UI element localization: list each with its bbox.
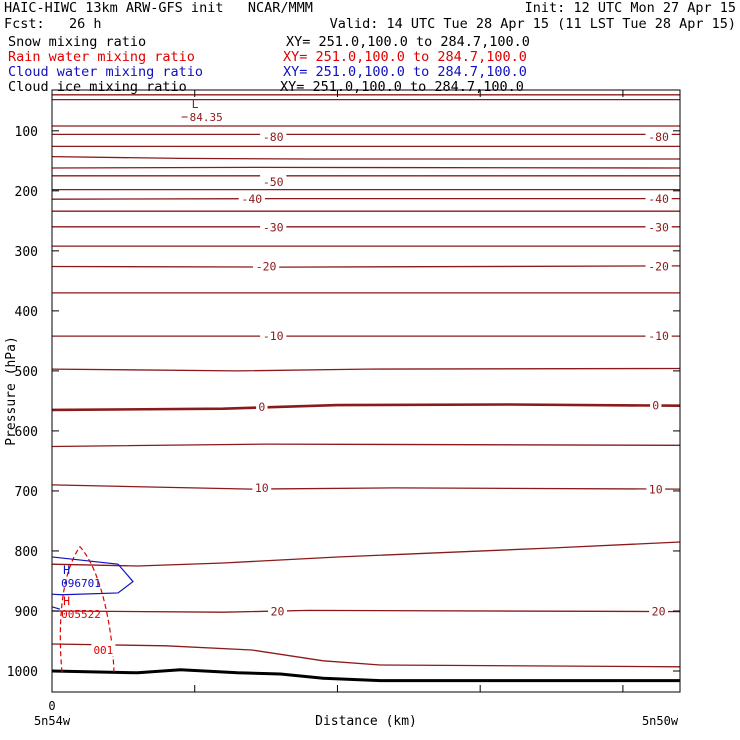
y-tick-label: 600 (15, 425, 38, 440)
y-tick-label: 200 (15, 185, 38, 200)
x-tick-label: 5n54w (34, 714, 71, 728)
contour-label: 10 (649, 483, 663, 497)
contour-label-bg (646, 482, 666, 496)
temperature-contours (52, 94, 680, 683)
extremum-value: 84.35 (190, 111, 223, 124)
isotherm-line (52, 484, 680, 490)
field-snow-name: Snow mixing ratio (8, 34, 147, 50)
contour-label-bg (650, 398, 662, 412)
contour-label: -20 (256, 259, 277, 273)
extremum-mark: H (63, 563, 70, 577)
contour-label: -40 (241, 192, 262, 206)
y-tick-label: 700 (15, 485, 38, 500)
contour-label-bg (260, 174, 287, 188)
chart-title: HAIC-HIWC 13km ARW-GFS init NCAR/MMM (4, 0, 313, 16)
contour-label: 0 (652, 399, 659, 413)
contour-label-bg (260, 129, 287, 143)
plot-frame (51, 89, 681, 693)
cloud-water-contour (52, 606, 61, 610)
surface-line (52, 668, 680, 683)
contour-label: -30 (648, 220, 669, 234)
y-tick-label: 900 (15, 605, 38, 620)
cloud-water-contour (52, 556, 134, 596)
y-tick-label: 500 (15, 365, 38, 380)
isotherm-line (52, 166, 680, 169)
contour-label-bg (645, 259, 672, 273)
contour-label-bg (649, 604, 668, 618)
init-time: Init: 12 UTC Mon 27 Apr 15 (524, 0, 736, 16)
field-rain-name: Rain water mixing ratio (8, 49, 195, 65)
rain-contour-label: 001 (93, 644, 113, 657)
contour-label: -40 (648, 192, 669, 206)
contour-label: -20 (648, 259, 669, 273)
field-rain-xy: XY= 251.0,100.0 to 284.7,100.0 (283, 49, 527, 65)
contour-label: -80 (263, 130, 284, 144)
contour-label-bg (645, 192, 672, 206)
contour-label: -50 (263, 175, 284, 189)
moisture-contours (52, 545, 134, 673)
field-cloud-water-xy: XY= 251.0,100.0 to 284.7,100.0 (283, 64, 527, 80)
y-tick-label: 300 (15, 245, 38, 260)
y-tick-label: 800 (15, 545, 38, 560)
x-tick-label: 5n50w (642, 714, 679, 728)
contour-label-bg (268, 604, 287, 618)
contour-label-bg (645, 329, 672, 343)
y-axis-label: Pressure (hPa) (4, 336, 19, 446)
forecast-hour: Fcst: 26 h (4, 16, 102, 32)
contour-label: 20 (271, 605, 285, 619)
isotherm-line (52, 155, 680, 160)
extremum-value: 005522 (61, 608, 101, 621)
field-cloud-ice-xy: XY= 251.0,100.0 to 284.7,100.0 (280, 79, 524, 95)
contour-label-bg (260, 329, 287, 343)
x-tick-label: 0 (48, 699, 55, 713)
contour-label-bg (238, 192, 265, 206)
y-tick-label: 1000 (7, 665, 38, 680)
isotherm-line (52, 541, 680, 567)
x-axis-label: Distance (km) (315, 714, 417, 729)
isotherm-line (52, 265, 680, 268)
contour-label: 10 (255, 481, 269, 495)
contour-label: -80 (648, 130, 669, 144)
contour-label: -10 (263, 329, 284, 343)
contour-label-bg (91, 642, 116, 656)
extremum-mark: L (192, 97, 199, 111)
contour-label-bg (252, 259, 280, 273)
contour-label-bg (252, 480, 272, 494)
field-cloud-water-name: Cloud water mixing ratio (8, 64, 204, 80)
contour-labels: -80 -80-50-40 -40-30 -30-20 -20-10 -100 010 102… (61, 97, 672, 657)
contour-label-bg (645, 129, 672, 143)
isotherm-line (52, 197, 680, 200)
contour-label: 0 (258, 400, 265, 414)
contour-label: -30 (263, 220, 284, 234)
isotherm-line (52, 443, 680, 448)
extremum-mark: H (63, 594, 70, 608)
plot-border (51, 89, 681, 693)
contour-label-bg (645, 220, 672, 234)
contour-label-bg (260, 220, 287, 234)
zero-isotherm-line (52, 403, 680, 412)
isotherm-line (52, 367, 680, 372)
contour-label: 20 (652, 605, 666, 619)
y-tick-label: 400 (15, 305, 38, 320)
field-cloud-ice-name: Cloud ice mixing ratio (8, 79, 187, 95)
field-snow-xy: XY= 251.0,100.0 to 284.7,100.0 (286, 34, 530, 50)
valid-time: Valid: 14 UTC Tue 28 Apr 15 (11 LST Tue … (329, 16, 736, 32)
extremum-value: 096701 (61, 577, 101, 590)
contour-label: -10 (648, 329, 669, 343)
rain-water-contour (59, 545, 115, 673)
isotherm-line (52, 643, 680, 668)
isotherm-line (52, 609, 680, 613)
y-tick-label: 100 (15, 125, 38, 140)
contour-label-bg (256, 399, 268, 413)
